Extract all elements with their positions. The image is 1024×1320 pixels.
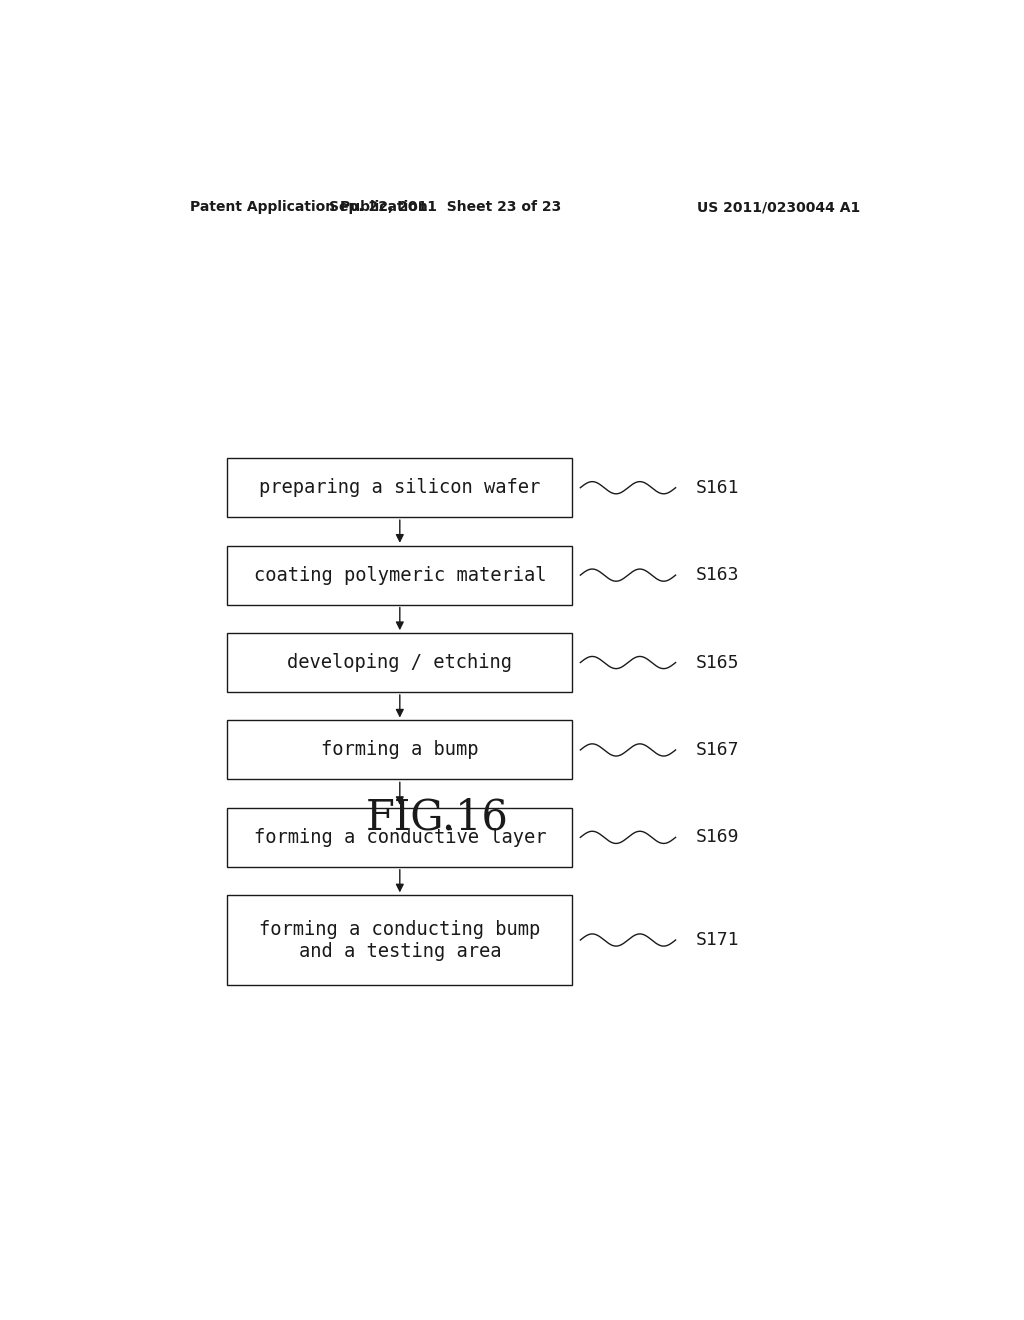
Text: S169: S169 xyxy=(695,829,739,846)
FancyBboxPatch shape xyxy=(227,895,572,985)
Text: Patent Application Publication: Patent Application Publication xyxy=(189,201,428,214)
Text: S167: S167 xyxy=(695,741,739,759)
FancyBboxPatch shape xyxy=(227,545,572,605)
Text: S161: S161 xyxy=(695,479,739,496)
Text: forming a conductive layer: forming a conductive layer xyxy=(254,828,546,847)
Text: S171: S171 xyxy=(695,931,739,949)
FancyBboxPatch shape xyxy=(227,634,572,692)
Text: preparing a silicon wafer: preparing a silicon wafer xyxy=(259,478,541,498)
FancyBboxPatch shape xyxy=(227,808,572,867)
Text: coating polymeric material: coating polymeric material xyxy=(254,566,546,585)
Text: forming a bump: forming a bump xyxy=(322,741,478,759)
Text: forming a conducting bump
and a testing area: forming a conducting bump and a testing … xyxy=(259,920,541,961)
Text: developing / etching: developing / etching xyxy=(288,653,512,672)
Text: Sep. 22, 2011  Sheet 23 of 23: Sep. 22, 2011 Sheet 23 of 23 xyxy=(330,201,561,214)
Text: S163: S163 xyxy=(695,566,739,585)
FancyBboxPatch shape xyxy=(227,458,572,517)
FancyBboxPatch shape xyxy=(227,721,572,779)
Text: S165: S165 xyxy=(695,653,739,672)
Text: FIG.16: FIG.16 xyxy=(366,796,509,838)
Text: US 2011/0230044 A1: US 2011/0230044 A1 xyxy=(697,201,860,214)
